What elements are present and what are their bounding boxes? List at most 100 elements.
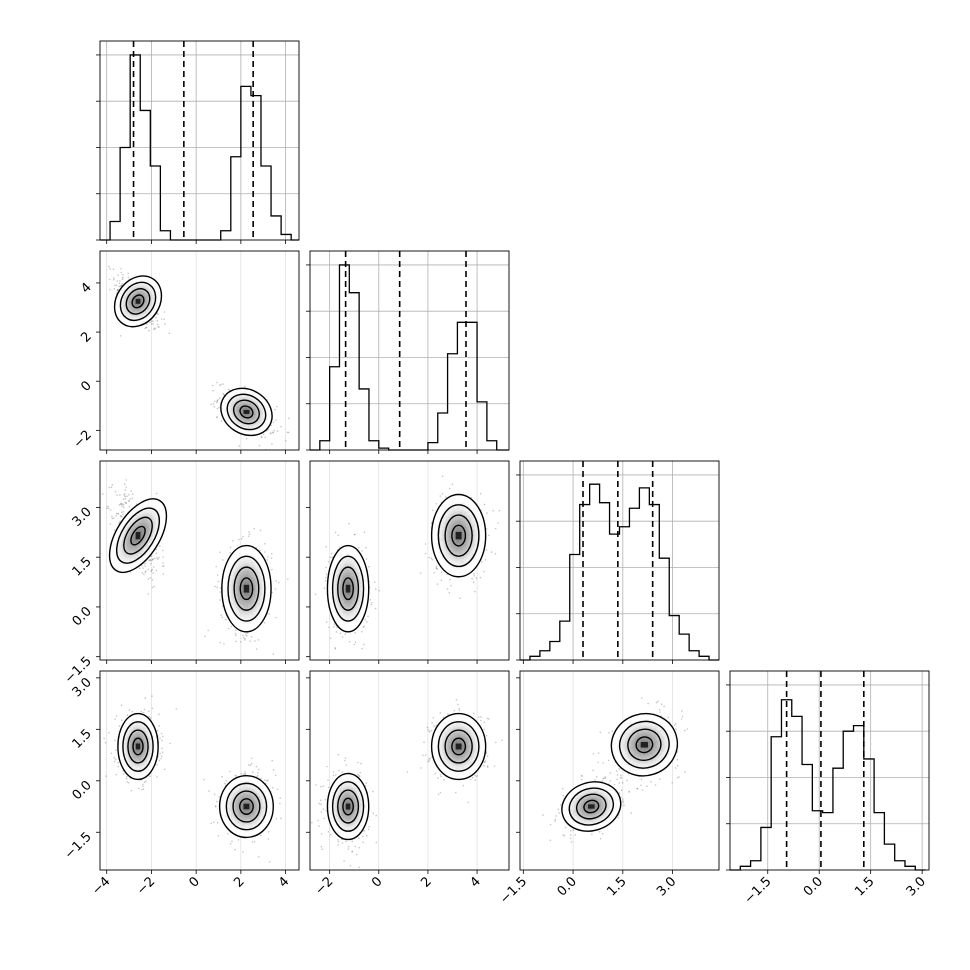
x-tick-label: 4 (276, 874, 292, 890)
sample-point (150, 562, 152, 565)
sample-point (160, 318, 163, 320)
sample-point (329, 833, 332, 836)
sample-point (597, 752, 600, 754)
sample-point (224, 782, 226, 785)
sample-point (128, 506, 131, 508)
density-peak (135, 531, 141, 540)
sample-point (369, 599, 372, 601)
sample-point (487, 766, 489, 768)
sample-point (272, 431, 274, 434)
sample-point (214, 585, 216, 588)
sample-point (114, 718, 116, 720)
sample-point (617, 816, 620, 819)
sample-point (213, 821, 215, 824)
sample-point (314, 593, 317, 595)
sample-point (142, 783, 144, 786)
contour-level-0 (561, 781, 622, 832)
sample-point (598, 831, 601, 833)
panel-border (729, 670, 930, 871)
sample-point (251, 771, 254, 773)
sample-point (115, 715, 118, 717)
y-tick-label: 0.0 (70, 604, 95, 629)
contour-level-0 (221, 544, 272, 633)
contour-level-0 (326, 544, 370, 633)
sample-point (155, 316, 157, 319)
sample-point (344, 757, 347, 759)
sample-point (561, 787, 564, 790)
sample-point (276, 430, 279, 432)
sample-point (338, 769, 340, 772)
sample-point (114, 284, 116, 287)
sample-point (126, 781, 129, 783)
contour-level-1 (568, 787, 615, 826)
contour-level-0 (610, 712, 679, 777)
panel-border (99, 670, 300, 871)
sample-point (147, 568, 149, 571)
contour-level-0 (113, 275, 163, 328)
sample-point (151, 695, 153, 697)
sample-point (259, 549, 261, 551)
sample-point (287, 578, 289, 580)
sample-point (253, 528, 255, 530)
sample-point (103, 737, 105, 740)
sample-point (327, 831, 330, 833)
sample-point (119, 515, 122, 517)
sample-point (435, 567, 438, 570)
sample-point (122, 274, 124, 276)
sample-point (640, 784, 642, 787)
sample-point (430, 522, 433, 525)
sample-point (108, 278, 111, 281)
sample-point (348, 640, 351, 643)
sample-point (102, 493, 104, 495)
sample-point (323, 817, 325, 820)
sample-point (620, 796, 622, 799)
sample-point (667, 716, 669, 719)
sample-point (623, 804, 625, 806)
sample-point (686, 728, 689, 730)
sample-point (433, 572, 435, 574)
sample-point (361, 630, 363, 633)
sample-point (117, 513, 119, 515)
sample-point (213, 400, 216, 403)
sample-point (493, 765, 496, 767)
y-tick-label: 2 (78, 329, 94, 345)
sample-point (450, 584, 452, 587)
sample-point (131, 710, 134, 713)
sample-point (497, 522, 499, 524)
sample-point (158, 713, 160, 715)
sample-point (119, 280, 121, 282)
sample-point (138, 787, 140, 790)
sample-point (620, 774, 622, 777)
contour-level-0 (218, 774, 274, 839)
sample-point (109, 509, 112, 511)
sample-point (144, 570, 147, 572)
sample-point (613, 783, 616, 786)
sample-point (125, 502, 128, 504)
sample-point (473, 573, 476, 575)
sample-point (481, 561, 483, 563)
sample-point (242, 535, 244, 538)
sample-point (431, 558, 434, 561)
sample-point (490, 551, 493, 553)
sample-point (563, 834, 566, 837)
sample-point (604, 777, 607, 779)
x-tick-label: 2 (418, 874, 434, 890)
contour-level-2 (233, 566, 260, 611)
sample-point (109, 523, 112, 525)
sample-point (483, 571, 485, 573)
sample-point (154, 557, 156, 560)
sample-point (467, 801, 470, 804)
contour-level-3 (635, 736, 654, 754)
x-tick-label: 1.5 (604, 874, 629, 899)
sample-point (676, 751, 679, 753)
contour-level-1 (331, 555, 365, 622)
sample-point (207, 629, 209, 632)
sample-point (107, 507, 110, 510)
x-tick-label: −2 (312, 874, 336, 898)
sample-point (258, 856, 260, 858)
sample-point (114, 739, 116, 742)
sample-point (161, 739, 163, 741)
sample-point (435, 724, 437, 727)
sample-point (250, 636, 253, 638)
density-layer (103, 695, 282, 863)
